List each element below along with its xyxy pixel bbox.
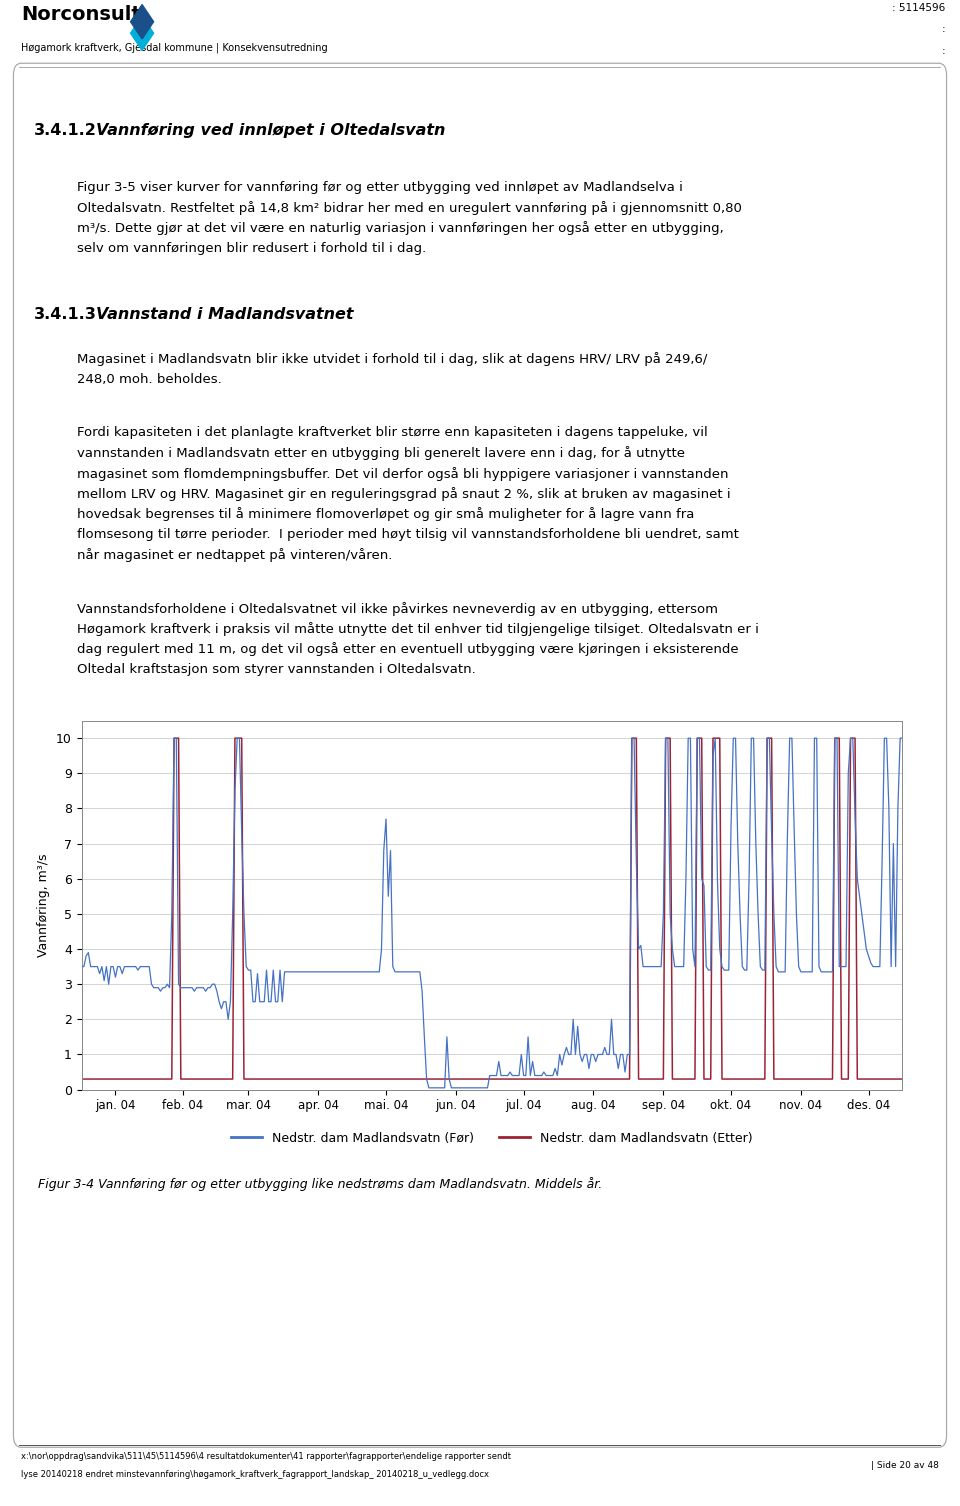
Text: : 5114596: : 5114596: [893, 3, 946, 14]
Text: flomsesong til tørre perioder.  I perioder med høyt tilsig vil vannstandsforhold: flomsesong til tørre perioder. I periode…: [77, 529, 738, 541]
Y-axis label: Vannføring, m³/s: Vannføring, m³/s: [37, 854, 51, 956]
Text: 3.4.1.2: 3.4.1.2: [34, 123, 96, 139]
Text: Vannføring ved innløpet i Oltedalsvatn: Vannføring ved innløpet i Oltedalsvatn: [96, 123, 445, 139]
Text: :: :: [942, 24, 946, 35]
Legend: Nedstr. dam Madlandsvatn (Før), Nedstr. dam Madlandsvatn (Etter): Nedstr. dam Madlandsvatn (Før), Nedstr. …: [226, 1126, 758, 1149]
Text: Oltedal kraftstasjon som styrer vannstanden i Oltedalsvatn.: Oltedal kraftstasjon som styrer vannstan…: [77, 663, 475, 676]
Text: dag regulert med 11 m, og det vil også etter en eventuell utbygging være kjøring: dag regulert med 11 m, og det vil også e…: [77, 643, 738, 657]
Text: Vannstandsforholdene i Oltedalsvatnet vil ikke påvirkes nevneverdig av en utbygg: Vannstandsforholdene i Oltedalsvatnet vi…: [77, 602, 718, 616]
Text: Figur 3-5 viser kurver for vannføring før og etter utbygging ved innløpet av Mad: Figur 3-5 viser kurver for vannføring fø…: [77, 181, 683, 194]
Text: | Side 20 av 48: | Side 20 av 48: [871, 1461, 939, 1470]
Text: Høgamork kraftverk, Gjesdal kommune | Konsekvensutredning: Høgamork kraftverk, Gjesdal kommune | Ko…: [21, 42, 327, 53]
Text: m³/s. Dette gjør at det vil være en naturlig variasjon i vannføringen her også e: m³/s. Dette gjør at det vil være en natu…: [77, 221, 724, 235]
Text: Magasinet i Madlandsvatn blir ikke utvidet i forhold til i dag, slik at dagens H: Magasinet i Madlandsvatn blir ikke utvid…: [77, 352, 708, 366]
Text: 3.4.1.3: 3.4.1.3: [34, 307, 96, 322]
Text: :: :: [942, 45, 946, 56]
Text: x:\nor\oppdrag\sandvika\511\45\5114596\4 resultatdokumenter\41 rapporter\fagrapp: x:\nor\oppdrag\sandvika\511\45\5114596\4…: [21, 1452, 511, 1461]
Text: mellom LRV og HRV. Magasinet gir en reguleringsgrad på snaut 2 %, slik at bruken: mellom LRV og HRV. Magasinet gir en regu…: [77, 488, 731, 501]
Text: Høgamork kraftverk i praksis vil måtte utnytte det til enhver tid tilgjengelige : Høgamork kraftverk i praksis vil måtte u…: [77, 622, 758, 636]
Text: Oltedalsvatn. Restfeltet på 14,8 km² bidrar her med en uregulert vannføring på i: Oltedalsvatn. Restfeltet på 14,8 km² bid…: [77, 202, 742, 215]
Text: Norconsult: Norconsult: [21, 5, 141, 24]
Text: vannstanden i Madlandsvatn etter en utbygging bli generelt lavere enn i dag, for: vannstanden i Madlandsvatn etter en utby…: [77, 447, 684, 461]
Text: lyse 20140218 endret minstevannføring\høgamork_kraftverk_fagrapport_landskap_ 20: lyse 20140218 endret minstevannføring\hø…: [21, 1470, 489, 1479]
Text: selv om vannføringen blir redusert i forhold til i dag.: selv om vannføringen blir redusert i for…: [77, 242, 426, 255]
Text: Fordi kapasiteten i det planlagte kraftverket blir større enn kapasiteten i dage: Fordi kapasiteten i det planlagte kraftv…: [77, 426, 708, 440]
Text: 248,0 moh. beholdes.: 248,0 moh. beholdes.: [77, 373, 222, 386]
Text: Vannstand i Madlandsvatnet: Vannstand i Madlandsvatnet: [96, 307, 353, 322]
Polygon shape: [131, 5, 154, 39]
Text: når magasinet er nedtappet på vinteren/våren.: når magasinet er nedtappet på vinteren/v…: [77, 548, 393, 562]
Text: Figur 3-4 Vannføring før og etter utbygging like nedstrøms dam Madlandsvatn. Mid: Figur 3-4 Vannføring før og etter utbygg…: [38, 1178, 603, 1191]
Text: magasinet som flomdempningsbuffer. Det vil derfor også bli hyppigere variasjoner: magasinet som flomdempningsbuffer. Det v…: [77, 467, 729, 480]
Polygon shape: [131, 17, 154, 50]
Text: hovedsak begrenses til å minimere flomoverløpet og gir små muligheter for å lagr: hovedsak begrenses til å minimere flomov…: [77, 508, 694, 521]
